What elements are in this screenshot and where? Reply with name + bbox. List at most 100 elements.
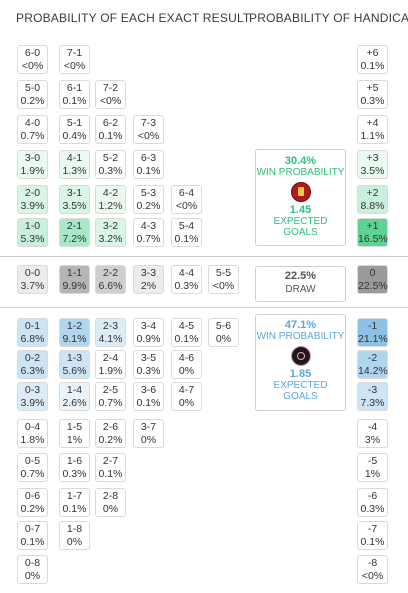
cell-label: +6 xyxy=(366,47,379,59)
home-win-probability: 30.4% xyxy=(284,155,317,167)
cell-label: +5 xyxy=(366,82,379,94)
cell-label: -2 xyxy=(367,352,378,364)
cell-probability: 0% xyxy=(140,433,157,446)
cell-label: 5-4 xyxy=(178,220,195,232)
result-cell: 2-5 0.7% xyxy=(95,382,126,411)
result-cell: 0-8 0% xyxy=(17,555,48,584)
cell-probability: 3.2% xyxy=(98,232,123,245)
cell-label: 3-7 xyxy=(140,421,157,433)
cell-label: 1-1 xyxy=(66,267,83,279)
cell-probability: 3% xyxy=(364,433,381,446)
cell-label: 2-3 xyxy=(102,320,119,332)
result-cell: 2-7 0.1% xyxy=(95,453,126,482)
handicap-cell: -5 1% xyxy=(357,453,388,482)
result-cell: 5-4 0.1% xyxy=(171,218,202,247)
cell-label: -6 xyxy=(367,490,378,502)
cell-probability: 0.1% xyxy=(62,502,87,515)
result-cell: 2-8 0% xyxy=(95,488,126,517)
result-cell: 0-4 1.8% xyxy=(17,419,48,448)
cell-probability: 0.2% xyxy=(98,433,123,446)
result-cell: 1-2 9.1% xyxy=(59,318,90,347)
cell-probability: 3.9% xyxy=(20,199,45,212)
cell-probability: 0.1% xyxy=(136,164,161,177)
cell-probability: 0% xyxy=(215,332,232,345)
result-cell: 2-2 6.6% xyxy=(95,265,126,294)
cell-label: 4-2 xyxy=(102,187,119,199)
cell-probability: 7.2% xyxy=(62,232,87,245)
handicap-cell: +2 8.8% xyxy=(357,185,388,214)
cell-label: 4-3 xyxy=(140,220,157,232)
handicap-cell: -8 <0% xyxy=(357,555,388,584)
cell-label: -1 xyxy=(367,320,378,332)
home-expected-goals: 1.45 xyxy=(289,204,312,216)
result-cell: 3-6 0.1% xyxy=(133,382,164,411)
result-cell: 4-3 0.7% xyxy=(133,218,164,247)
result-cell: 7-1 <0% xyxy=(59,45,90,74)
cell-label: 3-0 xyxy=(24,152,41,164)
cell-label: 7-3 xyxy=(140,117,157,129)
result-cell: 1-5 1% xyxy=(59,419,90,448)
cell-probability: 1% xyxy=(66,433,83,446)
result-cell: 1-0 5.3% xyxy=(17,218,48,247)
cell-label: 1-8 xyxy=(66,523,83,535)
result-cell: 5-5 <0% xyxy=(208,265,239,294)
cell-probability: 0.4% xyxy=(62,129,87,142)
cell-probability: <0% xyxy=(63,59,86,72)
cell-probability: 0.2% xyxy=(20,502,45,515)
result-cell: 4-7 0% xyxy=(171,382,202,411)
cell-probability: 0.3% xyxy=(360,502,385,515)
cell-label: 0-5 xyxy=(24,455,41,467)
cell-label: 4-5 xyxy=(178,320,195,332)
cell-probability: 0% xyxy=(178,396,195,409)
cell-label: 6-1 xyxy=(66,82,83,94)
away-win-panel: 47.1% WIN PROBABILITY 1.85 EXPECTED GOAL… xyxy=(255,314,346,411)
cell-probability: 0.7% xyxy=(20,129,45,142)
result-cell: 6-2 0.1% xyxy=(95,115,126,144)
cell-probability: 0.7% xyxy=(20,467,45,480)
cell-probability: 0% xyxy=(178,364,195,377)
section-divider xyxy=(0,256,408,257)
cell-label: 0-1 xyxy=(24,320,41,332)
result-cell: 3-4 0.9% xyxy=(133,318,164,347)
cell-label: 2-8 xyxy=(102,490,119,502)
result-cell: 0-3 3.9% xyxy=(17,382,48,411)
cell-probability: 16.5% xyxy=(358,232,388,245)
cell-label: 0-4 xyxy=(24,421,41,433)
cell-label: 2-6 xyxy=(102,421,119,433)
cell-label: 2-2 xyxy=(102,267,119,279)
handicap-cell: +5 0.3% xyxy=(357,80,388,109)
result-cell: 3-1 3.5% xyxy=(59,185,90,214)
cell-label: 3-3 xyxy=(140,267,157,279)
cell-label: 6-3 xyxy=(140,152,157,164)
result-cell: 0-1 6.8% xyxy=(17,318,48,347)
handicap-cell: 0 22.5% xyxy=(357,265,388,294)
cell-probability: <0% xyxy=(212,279,235,292)
cell-probability: 0.9% xyxy=(136,332,161,345)
cell-label: 1-2 xyxy=(66,320,83,332)
cell-probability: 1.2% xyxy=(98,199,123,212)
exact-result-header: PROBABILITY OF EACH EXACT RESULT xyxy=(16,11,251,25)
result-cell: 2-6 0.2% xyxy=(95,419,126,448)
result-cell: 5-6 0% xyxy=(208,318,239,347)
handicap-cell: -4 3% xyxy=(357,419,388,448)
cell-label: 6-0 xyxy=(24,47,41,59)
cell-label: 1-5 xyxy=(66,421,83,433)
cell-probability: 0% xyxy=(102,502,119,515)
cell-label: 3-1 xyxy=(66,187,83,199)
cell-label: 3-4 xyxy=(140,320,157,332)
cell-probability: 0.1% xyxy=(360,59,385,72)
red-club-crest-icon xyxy=(290,182,311,202)
cell-label: +1 xyxy=(366,220,379,232)
cell-label: 4-7 xyxy=(178,384,195,396)
cell-probability: 0.2% xyxy=(136,199,161,212)
cell-probability: 8.8% xyxy=(360,199,385,212)
cell-label: 0 xyxy=(369,267,376,279)
cell-probability: 1.3% xyxy=(62,164,87,177)
draw-label: DRAW xyxy=(285,284,316,295)
result-cell: 6-3 0.1% xyxy=(133,150,164,179)
cell-probability: 0.3% xyxy=(98,164,123,177)
cell-probability: 6.8% xyxy=(20,332,45,345)
cell-label: 5-2 xyxy=(102,152,119,164)
cell-probability: 0.1% xyxy=(98,467,123,480)
result-cell: 4-0 0.7% xyxy=(17,115,48,144)
